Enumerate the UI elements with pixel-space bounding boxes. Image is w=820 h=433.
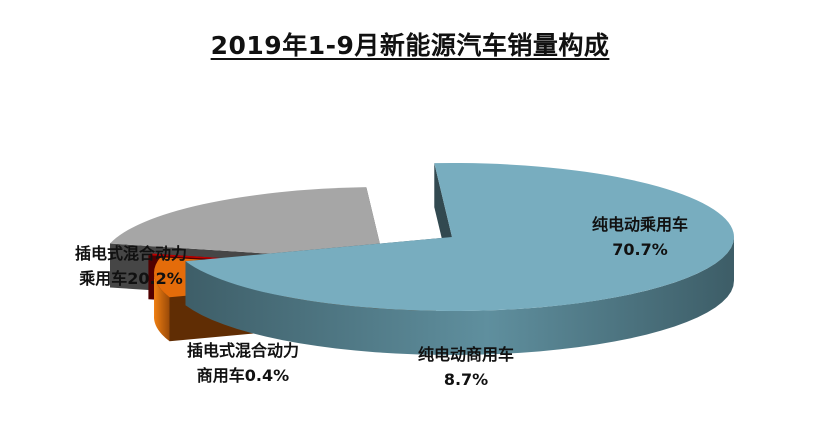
pie-slice-top-0	[185, 163, 735, 312]
slice-label-line-1-1: 8.7%	[444, 370, 488, 389]
chart-title: 2019年1-9月新能源汽车销量构成	[210, 31, 610, 60]
slice-label-0: 纯电动乘用车 70.7%	[592, 215, 688, 259]
pie-slice-side-0	[185, 236, 734, 355]
pie-slice-top-3	[109, 187, 385, 261]
slice-label-line-2-0: 插电式混合动力	[187, 341, 299, 360]
pie-slice-side-1	[154, 272, 170, 342]
slice-label-line-1-0: 纯电动商用车	[418, 345, 514, 364]
pie-slice-0	[185, 163, 735, 355]
slice-label-1: 纯电动商用车 8.7%	[418, 345, 514, 389]
slice-label-line-0-0: 纯电动乘用车	[592, 215, 688, 234]
slice-label-line-0-1: 70.7%	[612, 240, 668, 259]
slice-label-line-3-0: 插电式混合动力	[75, 244, 187, 263]
slice-label-2: 插电式混合动力商用车0.4%	[187, 341, 299, 385]
slice-label-line-2-1: 商用车0.4%	[197, 366, 289, 385]
slice-label-3: 插电式混合动力乘用车20.2%	[75, 244, 187, 288]
slice-label-line-3-1: 乘用车20.2%	[78, 269, 183, 288]
